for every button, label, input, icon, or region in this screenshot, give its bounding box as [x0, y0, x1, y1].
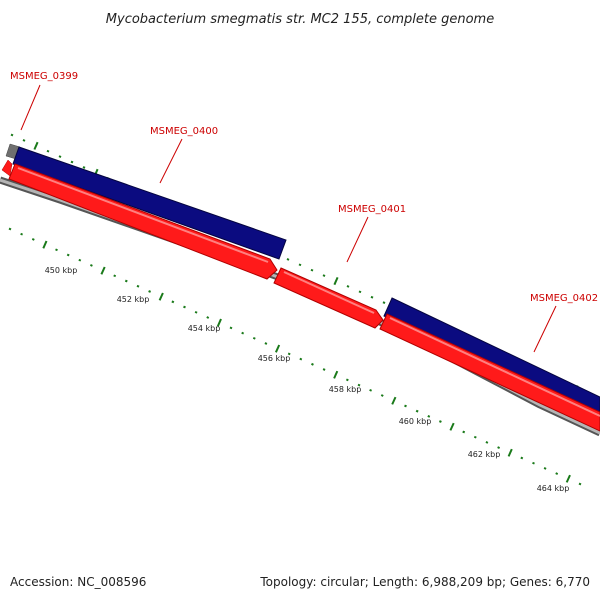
major-tick — [507, 448, 513, 457]
minor-tick — [497, 446, 501, 449]
minor-tick — [113, 274, 117, 278]
minor-tick — [346, 285, 350, 288]
minor-tick — [322, 274, 326, 277]
minor-tick — [20, 232, 24, 236]
minor-tick — [206, 316, 210, 319]
gene-highlight — [283, 271, 375, 314]
gene-msmeg-0401-reverse[interactable] — [273, 267, 384, 329]
minor-tick — [70, 160, 74, 164]
minor-tick — [22, 139, 26, 142]
minor-tick — [55, 248, 58, 252]
gene-msmeg-0400-forward[interactable] — [12, 146, 287, 260]
minor-tick — [473, 435, 477, 439]
minor-tick — [171, 300, 175, 304]
scale-label-464: 464 kbp — [537, 484, 570, 493]
gene-highlight — [17, 167, 269, 263]
scale-label-452: 452 kbp — [117, 295, 150, 304]
minor-tick — [578, 482, 582, 486]
major-tick — [274, 344, 281, 353]
minor-tick — [415, 409, 419, 413]
minor-tick — [382, 301, 386, 305]
minor-tick — [404, 404, 407, 408]
major-tick — [42, 240, 48, 249]
minor-tick — [543, 467, 547, 470]
major-tick — [391, 396, 397, 405]
minor-tick — [369, 388, 373, 392]
minor-tick — [311, 362, 314, 366]
gene-msmeg-0402-reverse[interactable] — [379, 313, 600, 432]
minor-tick — [58, 155, 62, 158]
minor-tick — [520, 456, 524, 460]
genome-backbone-highlight — [0, 178, 600, 435]
minor-tick — [66, 253, 70, 257]
map-title: Mycobacterium smegmatis str. MC2 155, co… — [106, 12, 494, 27]
minor-tick — [136, 284, 140, 288]
gene-label-msmeg-0401[interactable]: MSMEG_0401 — [338, 204, 406, 215]
minor-tick — [310, 268, 314, 272]
minor-tick — [89, 264, 93, 267]
minor-tick — [31, 238, 35, 241]
minor-tick — [370, 295, 374, 299]
leader-line-msmeg-0399 — [20, 84, 41, 131]
minor-tick — [148, 290, 152, 293]
major-tick — [565, 474, 571, 483]
major-tick — [100, 266, 106, 275]
accession-text: Accession: NC_008596 — [10, 575, 146, 589]
leader-line-msmeg-0401 — [346, 216, 369, 263]
minor-tick — [532, 461, 535, 465]
scale-label-454: 454 kbp — [188, 324, 221, 333]
gene-label-msmeg-0400[interactable]: MSMEG_0400 — [150, 126, 218, 137]
gene-highlight — [389, 317, 600, 417]
lower-tick-row — [8, 227, 582, 486]
major-tick — [33, 141, 39, 150]
minor-tick — [252, 336, 256, 340]
scale-label-460: 460 kbp — [399, 417, 432, 426]
leader-line-msmeg-0402 — [533, 305, 557, 353]
minor-tick — [299, 357, 303, 361]
minor-tick — [229, 326, 233, 330]
minor-tick — [555, 472, 559, 475]
scale-label-456: 456 kbp — [258, 354, 291, 363]
genome-backbone — [0, 176, 600, 437]
gene-label-msmeg-0399[interactable]: MSMEG_0399 — [10, 71, 78, 82]
major-tick — [449, 422, 455, 431]
minor-tick — [438, 420, 442, 423]
minor-tick — [462, 430, 466, 434]
leader-line-msmeg-0400 — [159, 138, 183, 184]
minor-tick — [124, 279, 128, 283]
minor-tick — [10, 133, 14, 137]
major-tick — [333, 370, 339, 379]
minor-tick — [345, 378, 349, 382]
minor-tick — [78, 258, 82, 262]
minor-tick — [322, 368, 326, 371]
genome-summary-text: Topology: circular; Length: 6,988,209 bp… — [259, 575, 590, 589]
minor-tick — [287, 352, 291, 356]
minor-tick — [380, 394, 384, 397]
minor-tick — [8, 227, 12, 231]
gene-label-msmeg-0402[interactable]: MSMEG_0402 — [530, 293, 598, 304]
minor-tick — [298, 263, 302, 267]
scale-label-458: 458 kbp — [329, 385, 362, 394]
major-tick — [333, 276, 339, 286]
minor-tick — [264, 342, 268, 345]
minor-tick — [82, 166, 86, 169]
minor-tick — [183, 305, 186, 309]
minor-tick — [286, 258, 290, 261]
gene-msmeg-0399-reverse[interactable] — [1, 159, 13, 177]
minor-tick — [46, 149, 50, 153]
major-tick — [216, 318, 222, 327]
scale-label-450: 450 kbp — [45, 266, 78, 275]
minor-tick — [427, 414, 431, 418]
minor-tick — [357, 383, 361, 387]
major-tick — [158, 292, 164, 301]
minor-tick — [241, 331, 245, 335]
minor-tick — [358, 290, 362, 294]
scale-label-462: 462 kbp — [468, 450, 501, 459]
gene-msmeg-0400-reverse[interactable] — [8, 163, 278, 280]
minor-tick — [194, 310, 198, 314]
minor-tick — [485, 441, 489, 444]
